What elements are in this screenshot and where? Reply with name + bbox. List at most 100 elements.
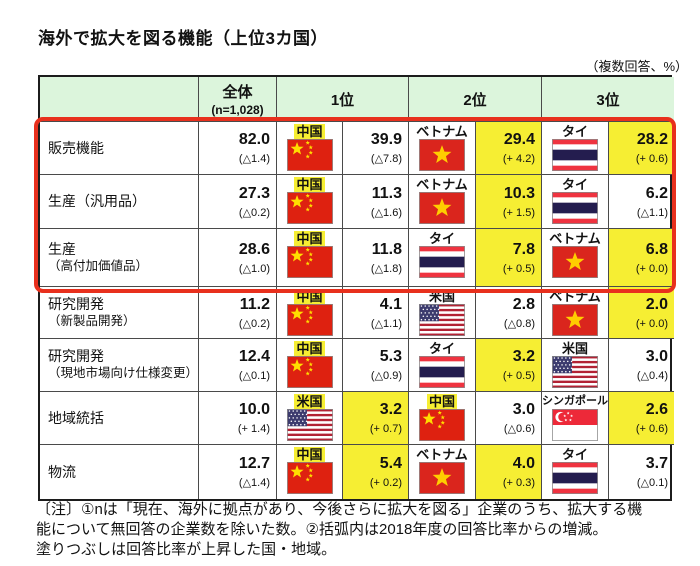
overall-value-delta: (△0.2) bbox=[238, 317, 270, 330]
rank3-value-delta: (△0.4) bbox=[636, 370, 668, 382]
country-cell-rank2: ベトナム bbox=[409, 122, 476, 175]
vietnam-flag-icon bbox=[552, 304, 598, 336]
overall-value: 12.7 (△1.4) bbox=[199, 445, 277, 499]
rank3-value: 6.8 (+ 0.0) bbox=[609, 229, 674, 287]
country-cell-rank2: ベトナム bbox=[409, 445, 476, 499]
vietnam-flag-icon bbox=[419, 192, 465, 224]
rank2-value-number: 3.2 bbox=[512, 348, 535, 365]
country-cell-rank3: ベトナム bbox=[542, 229, 609, 287]
country-cell-rank1: 米国 bbox=[277, 392, 343, 445]
overall-value-number: 10.0 bbox=[238, 401, 270, 418]
rank3-value-number: 6.2 bbox=[645, 184, 668, 202]
overall-value-delta: (△1.4) bbox=[238, 477, 270, 489]
country-label: 中国 bbox=[294, 231, 325, 246]
vietnam-flag-icon bbox=[419, 139, 465, 171]
function-label-line1: 販売機能 bbox=[48, 139, 104, 156]
rank1-value: 39.9 (△7.8) bbox=[343, 122, 409, 175]
country-cell-rank1: 中国 bbox=[277, 229, 343, 287]
function-label-line1: 地域統括 bbox=[48, 409, 104, 426]
rank1-value-number: 5.3 bbox=[379, 348, 402, 365]
country-label: タイ bbox=[561, 124, 588, 139]
thailand-flag-icon bbox=[419, 356, 465, 388]
china-flag-icon bbox=[419, 409, 465, 441]
rank1-value-delta: (+ 0.2) bbox=[369, 477, 402, 489]
rank1-value-delta: (△7.8) bbox=[370, 153, 402, 165]
header-overall-label: 全体 bbox=[222, 84, 253, 101]
overall-value: 12.4 (△0.1) bbox=[199, 339, 277, 392]
country-cell-rank3: タイ bbox=[542, 445, 609, 499]
function-label: 物流 bbox=[40, 445, 199, 499]
rank2-value: 29.4 (+ 4.2) bbox=[476, 122, 542, 175]
rank1-value-number: 11.8 bbox=[371, 240, 402, 258]
rank1-value-number: 3.2 bbox=[379, 401, 402, 418]
usa-flag-icon bbox=[552, 356, 598, 388]
overall-value-delta: (△1.4) bbox=[238, 153, 270, 165]
overall-value-number: 12.7 bbox=[238, 455, 270, 472]
rank1-value-number: 39.9 bbox=[370, 131, 402, 148]
rank1-value: 5.4 (+ 0.2) bbox=[343, 445, 409, 499]
country-cell-rank2: タイ bbox=[409, 229, 476, 287]
country-cell-rank1: 中国 bbox=[277, 122, 343, 175]
rank2-value-number: 7.8 bbox=[512, 240, 535, 258]
country-label: ベトナム bbox=[416, 124, 468, 139]
china-flag-icon bbox=[286, 304, 333, 336]
country-cell-rank2: 米国 bbox=[409, 287, 476, 339]
country-label: ベトナム bbox=[416, 447, 468, 462]
function-label-line1: 研究開発 bbox=[48, 348, 104, 364]
rank2-value-delta: (△0.8) bbox=[503, 317, 535, 330]
function-label-line1: 生産（汎用品） bbox=[48, 193, 146, 209]
overall-value-delta: (+ 1.4) bbox=[237, 423, 270, 435]
function-label-line1: 生産 bbox=[48, 240, 76, 257]
country-cell-rank2: 中国 bbox=[409, 392, 476, 445]
footnote-line-3: 塗りつぶしは回答比率が上昇した国・地域。 bbox=[36, 541, 337, 558]
rank3-value: 3.0 (△0.4) bbox=[609, 339, 674, 392]
country-cell-rank3: タイ bbox=[542, 122, 609, 175]
function-label: 研究開発 （新製品開発） bbox=[40, 287, 199, 339]
thailand-flag-icon bbox=[552, 192, 598, 224]
function-label-line2: （新製品開発） bbox=[48, 313, 136, 328]
overall-value-number: 27.3 bbox=[238, 184, 270, 202]
rank2-value-delta: (+ 4.2) bbox=[502, 153, 535, 165]
rank3-value: 28.2 (+ 0.6) bbox=[609, 122, 674, 175]
rank1-value-delta: (+ 0.7) bbox=[369, 423, 402, 435]
overall-value-delta: (△1.0) bbox=[238, 262, 270, 275]
country-cell-rank1: 中国 bbox=[277, 287, 343, 339]
rank3-value-number: 2.6 bbox=[645, 401, 668, 418]
rank1-value: 5.3 (△0.9) bbox=[343, 339, 409, 392]
rank3-value: 2.0 (+ 0.0) bbox=[609, 287, 674, 339]
rank2-value: 4.0 (+ 0.3) bbox=[476, 445, 542, 499]
overall-value: 82.0 (△1.4) bbox=[199, 122, 277, 175]
rank2-value-number: 10.3 bbox=[503, 184, 535, 202]
rank2-value-delta: (+ 1.5) bbox=[502, 206, 535, 219]
table-grid: 全体 (n=1,028) 1位 2位 3位 販売機能 82.0 (△1.4) 中国 39… bbox=[38, 75, 674, 501]
rank3-value-delta: (+ 0.0) bbox=[635, 262, 668, 275]
usa-flag-icon bbox=[286, 409, 333, 441]
rank2-value: 3.0 (△0.6) bbox=[476, 392, 542, 445]
rank3-value: 2.6 (+ 0.6) bbox=[609, 392, 674, 445]
rank2-value-delta: (+ 0.3) bbox=[502, 477, 535, 489]
rank1-value-number: 4.1 bbox=[379, 295, 402, 313]
rank3-value-delta: (△0.1) bbox=[636, 477, 668, 489]
country-cell-rank2: タイ bbox=[409, 339, 476, 392]
function-label: 地域統括 bbox=[40, 392, 199, 445]
china-flag-icon bbox=[286, 139, 333, 171]
rank1-value-delta: (△0.9) bbox=[370, 370, 402, 382]
footnote: 〔注〕①nは「現在、海外に拠点があり、今後さらに拡大を図る」企業のうち、拡大する… bbox=[36, 500, 692, 560]
rank3-value-number: 28.2 bbox=[636, 131, 668, 148]
rank3-value-number: 3.0 bbox=[645, 348, 668, 365]
rank3-value-number: 2.0 bbox=[645, 295, 668, 313]
rank3-value-delta: (△1.1) bbox=[636, 206, 668, 219]
country-label: 米国 bbox=[294, 394, 325, 409]
country-cell-rank3: タイ bbox=[542, 175, 609, 229]
overall-value-delta: (△0.1) bbox=[238, 370, 270, 382]
overall-value-number: 12.4 bbox=[238, 348, 270, 365]
thailand-flag-icon bbox=[419, 246, 465, 278]
rank1-value-number: 11.3 bbox=[371, 184, 402, 202]
header-rank1: 1位 bbox=[277, 77, 409, 122]
vietnam-flag-icon bbox=[419, 462, 465, 494]
country-label: タイ bbox=[561, 447, 588, 462]
function-expansion-table: 全体 (n=1,028) 1位 2位 3位 販売機能 82.0 (△1.4) 中国 39… bbox=[34, 75, 676, 501]
country-label: 中国 bbox=[294, 341, 325, 356]
rank2-value-number: 29.4 bbox=[503, 131, 535, 148]
overall-value: 28.6 (△1.0) bbox=[199, 229, 277, 287]
